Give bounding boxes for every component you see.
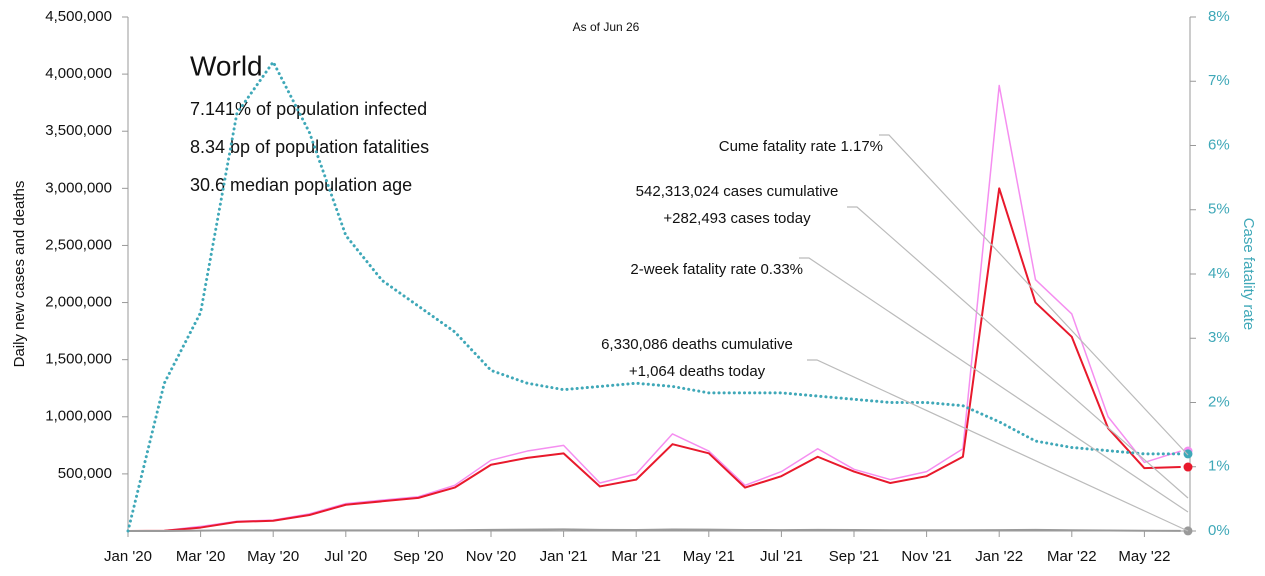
y-tick-label: 4,000,000 <box>45 65 112 82</box>
x-tick-label: Sep '20 <box>393 548 443 565</box>
x-tick-label: Jan '22 <box>975 548 1023 565</box>
annotation: +1,064 deaths today <box>629 363 766 380</box>
annotation: +282,493 cases today <box>663 210 811 227</box>
y-tick-label: 3,500,000 <box>45 122 112 139</box>
series-line <box>127 187 1181 532</box>
series-line <box>127 84 1181 532</box>
info: 30.6 median population age <box>190 175 412 195</box>
end-marker <box>1183 449 1193 459</box>
y2-tick-label: 3% <box>1208 329 1230 346</box>
y-axis-label: Daily new cases and deaths <box>11 181 28 368</box>
y-tick-label: 1,500,000 <box>45 351 112 368</box>
x-tick-label: May '22 <box>1118 548 1170 565</box>
x-tick-label: Nov '21 <box>901 548 951 565</box>
annotation-leader <box>799 257 1189 513</box>
x-tick-label: Mar '22 <box>1047 548 1097 565</box>
y2-tick-label: 5% <box>1208 201 1230 218</box>
region: World <box>190 50 263 81</box>
x-tick-label: Jan '20 <box>104 548 152 565</box>
annotation: 6,330,086 deaths cumulative <box>601 336 793 353</box>
annotation: 542,313,024 cases cumulative <box>636 183 839 200</box>
end-marker <box>1183 462 1193 472</box>
info: 8.34 bp of population fatalities <box>190 137 429 157</box>
series-line <box>126 60 1183 533</box>
y2-tick-label: 8% <box>1208 8 1230 25</box>
y2-tick-label: 2% <box>1208 393 1230 410</box>
y2-tick-label: 7% <box>1208 72 1230 89</box>
y-tick-label: 1,000,000 <box>45 408 112 425</box>
series-line <box>127 528 1181 532</box>
annotation-leader <box>847 206 1189 499</box>
y-tick-label: 4,500,000 <box>45 8 112 25</box>
y2-tick-label: 0% <box>1208 522 1230 539</box>
x-tick-label: May '21 <box>683 548 735 565</box>
annotation-leader <box>879 134 1189 456</box>
y2-tick-label: 1% <box>1208 458 1230 475</box>
x-tick-label: Sep '21 <box>829 548 879 565</box>
y-tick-label: 500,000 <box>58 465 112 482</box>
annotation: Cume fatality rate 1.17% <box>719 138 883 155</box>
x-tick-label: Jan '21 <box>540 548 588 565</box>
x-tick-label: May '20 <box>247 548 299 565</box>
x-tick-label: Mar '20 <box>176 548 226 565</box>
x-tick-label: Jul '21 <box>760 548 803 565</box>
y-tick-label: 3,000,000 <box>45 179 112 196</box>
x-tick-label: Jul '20 <box>324 548 367 565</box>
y-tick-label: 2,000,000 <box>45 294 112 311</box>
y2-tick-label: 4% <box>1208 265 1230 282</box>
y2-tick-label: 6% <box>1208 136 1230 153</box>
annotation-leader <box>807 359 1189 532</box>
annotation: 2-week fatality rate 0.33% <box>630 261 803 278</box>
y2-axis-label: Case fatality rate <box>1240 218 1257 331</box>
x-tick-label: Mar '21 <box>611 548 661 565</box>
info: 7.141% of population infected <box>190 99 427 119</box>
x-tick-label: Nov '20 <box>466 548 516 565</box>
y-tick-label: 2,500,000 <box>45 236 112 253</box>
subtitle: As of Jun 26 <box>573 20 640 34</box>
